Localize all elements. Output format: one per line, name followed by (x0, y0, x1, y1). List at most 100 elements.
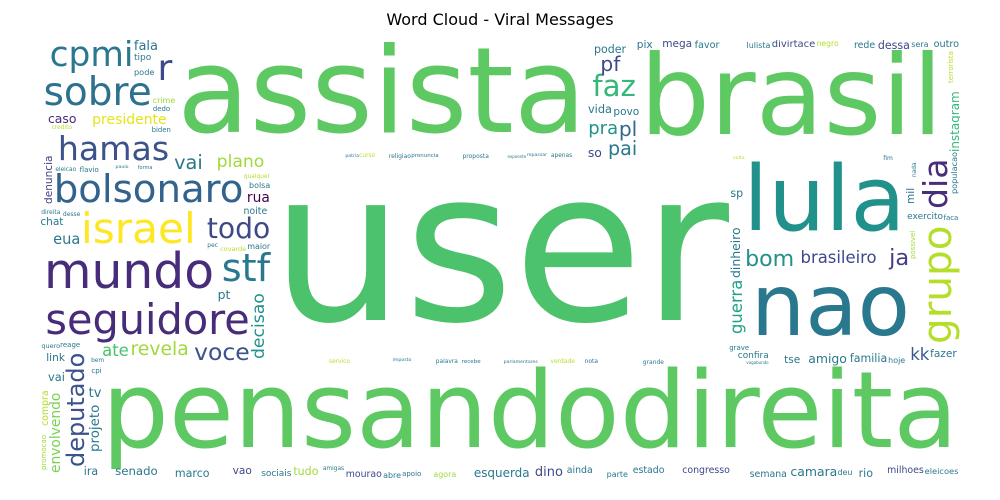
word-sera: sera (911, 40, 929, 50)
word-possivel: possivel (908, 230, 917, 259)
word-mundo: mundo (44, 243, 215, 300)
word-ira: ira (83, 465, 99, 479)
word-dinheiro: dinheiro (727, 226, 743, 278)
word-cpi: cpi (91, 366, 102, 376)
word-amigo: amigo (808, 350, 847, 366)
word-presidente: presidente (92, 111, 167, 128)
word-vida: vida (587, 102, 613, 117)
word-faca: faca (943, 213, 959, 222)
word-mega: mega (662, 40, 693, 51)
word-credito: credito (51, 125, 72, 132)
word-recebe: recebe (461, 359, 481, 366)
word-lulista: lulista (746, 41, 771, 51)
word-brasil: brasil (639, 40, 943, 162)
word-kk: kk (910, 344, 930, 364)
word-mil: mil (904, 188, 917, 205)
word-outro: outro (933, 40, 960, 51)
word-decisao: decisao (248, 293, 269, 359)
word-parlamentares: parlamentares (503, 360, 538, 366)
word-rede: rede (853, 40, 876, 52)
word-verdade: verdade (550, 358, 575, 366)
word-pode: pode (133, 66, 155, 77)
word-parte: parte (606, 470, 628, 480)
word-seguidore: seguidore (45, 295, 250, 344)
word-eua: eua (53, 230, 81, 248)
word-vao: vao (232, 465, 252, 478)
word-instagram: instagram (947, 91, 960, 153)
word-cpmi: cpmi (49, 40, 134, 75)
word-tv: tv (88, 386, 102, 401)
word-povo: povo (613, 105, 640, 118)
word-religiao: religiao (388, 152, 411, 160)
word-negro: negro (816, 40, 839, 49)
word-marco: marco (174, 466, 210, 480)
word-hamas: hamas (57, 129, 170, 169)
word-poder: poder (593, 42, 627, 56)
word-agora: agora (433, 470, 457, 480)
word-flavio: flavio (79, 164, 99, 174)
word-rio: rio (858, 467, 874, 480)
word-repassar: repassar (526, 152, 548, 158)
word-apoio: apoio (402, 470, 422, 479)
word-milhoes: milhoes (887, 465, 924, 477)
word-camara: camara (790, 464, 838, 480)
word-esquerda: esquerda (473, 465, 530, 480)
word-amigas: amigas (322, 465, 345, 472)
word-user: user (270, 125, 730, 371)
word-vai: vai (48, 370, 65, 385)
word-sobre: sobre (43, 70, 152, 116)
word-vagabundo: vagabundo (746, 360, 769, 366)
word-revela: revela (130, 339, 189, 361)
word-link: link (46, 352, 65, 365)
word-quero: quero (41, 342, 61, 351)
word-direita: direita (41, 209, 61, 217)
word-todo: todo (206, 211, 271, 245)
word-bem: bem (91, 358, 105, 365)
word-pec: pec (207, 242, 219, 250)
word-expoente: expoente (507, 153, 527, 159)
word-abre: abre (383, 470, 402, 480)
word-congresso: congresso (682, 465, 730, 477)
word-voce: voce (194, 337, 250, 366)
word-volta: volta (732, 156, 745, 162)
word-forma: forma (137, 164, 153, 171)
word-cloud: user pensandodireita assista brasil lula nao s… (40, 40, 960, 480)
word-tudo: tudo (293, 464, 319, 478)
word-apenas: apenas (550, 152, 573, 159)
word-compra: compra (40, 390, 52, 427)
word-senado: senado (115, 464, 158, 479)
word-sp: sp (730, 187, 744, 201)
word-denuncia: denuncia (42, 155, 55, 204)
word-biden: biden (151, 126, 171, 135)
word-pf: pf (600, 51, 621, 76)
word-stf: stf (221, 246, 271, 292)
word-vai: vai (174, 150, 203, 174)
word-israel: israel (81, 203, 196, 253)
word-imposto: imposto (392, 358, 412, 364)
word-servico: servico (329, 358, 350, 365)
word-envolvendo: envolvendo (48, 393, 65, 474)
word-pensandodireita: pensandodireita (101, 348, 959, 472)
word-hoje: hoje (888, 355, 906, 365)
word-grande: grande (642, 358, 664, 366)
word-so: so (587, 144, 602, 160)
word-favor: favor (694, 40, 720, 52)
word-pix: pix (636, 40, 653, 51)
word-covarde: covarde (220, 245, 247, 254)
word-eleicoes: eleicoes (924, 466, 959, 477)
word-deputado: deputado (62, 352, 91, 467)
word-qualquer: qualquer (243, 174, 270, 181)
word-mourao: mourao (345, 468, 382, 480)
word-noite: noite (243, 205, 268, 217)
word-rua: rua (246, 189, 270, 206)
word-palavra: palavra (435, 358, 458, 365)
word-projeto: projeto (87, 404, 103, 453)
word-dessa: dessa (877, 40, 910, 52)
word-sociais: sociais (261, 469, 292, 480)
chart-title: Word Cloud - Viral Messages (386, 10, 614, 29)
word-familia: familia (849, 351, 888, 365)
word-curso: curso (359, 152, 376, 159)
word-dia: dia (915, 158, 955, 210)
word-caso: caso (47, 111, 77, 127)
word-assista: assista (177, 40, 587, 161)
